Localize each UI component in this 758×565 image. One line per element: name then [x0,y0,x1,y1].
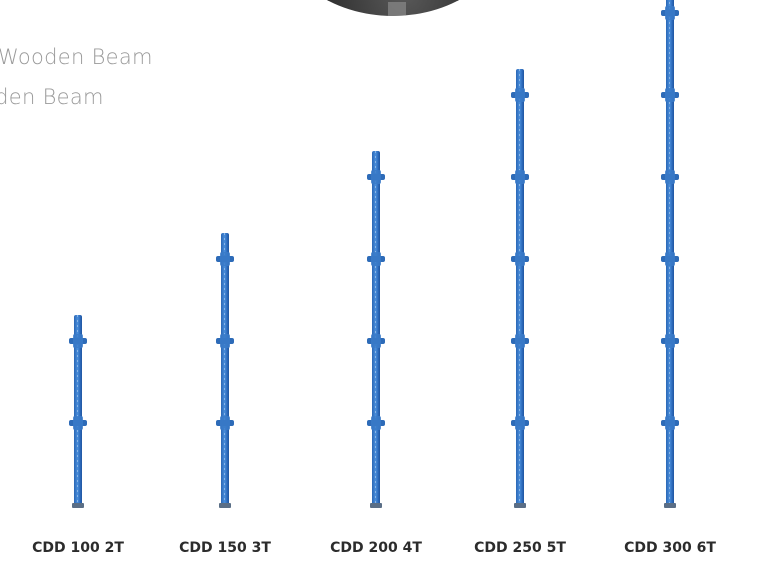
prop-label: CDD 200 4T [330,540,422,556]
prop-base-plate [664,503,676,508]
prop-label: CDD 300 6T [624,540,716,556]
prop-coupler [367,416,385,430]
prop-4 [511,69,529,508]
prop-coupler [661,170,679,184]
prop-coupler [661,416,679,430]
prop-coupler [216,416,234,430]
photo-highlight [388,2,406,16]
prop-coupler [511,170,529,184]
wooden-beam-text-cropped: oden Beam [0,85,104,109]
prop-base-plate [72,503,84,508]
prop-tube [221,233,229,505]
prop-2 [216,233,234,508]
prop-label: CDD 100 2T [32,540,124,556]
prop-coupler [367,334,385,348]
prop-base-plate [219,503,231,508]
prop-3 [367,151,385,508]
prop-coupler [511,334,529,348]
wooden-beam-text: Wooden Beam [0,45,153,69]
header-photo [278,0,508,16]
prop-label: CDD 250 5T [474,540,566,556]
prop-base-plate [514,503,526,508]
prop-tube [372,151,380,505]
prop-coupler [661,88,679,102]
prop-coupler [216,252,234,266]
prop-coupler [69,416,87,430]
prop-coupler [661,334,679,348]
prop-coupler [661,252,679,266]
prop-5 [661,0,679,508]
prop-coupler [367,170,385,184]
prop-tube [74,315,82,505]
prop-coupler [661,6,679,20]
prop-coupler [69,334,87,348]
prop-coupler [511,252,529,266]
prop-coupler [511,88,529,102]
prop-tube [516,69,524,505]
prop-1 [69,315,87,508]
prop-coupler [511,416,529,430]
prop-label: CDD 150 3T [179,540,271,556]
prop-base-plate [370,503,382,508]
prop-coupler [216,334,234,348]
prop-coupler [367,252,385,266]
